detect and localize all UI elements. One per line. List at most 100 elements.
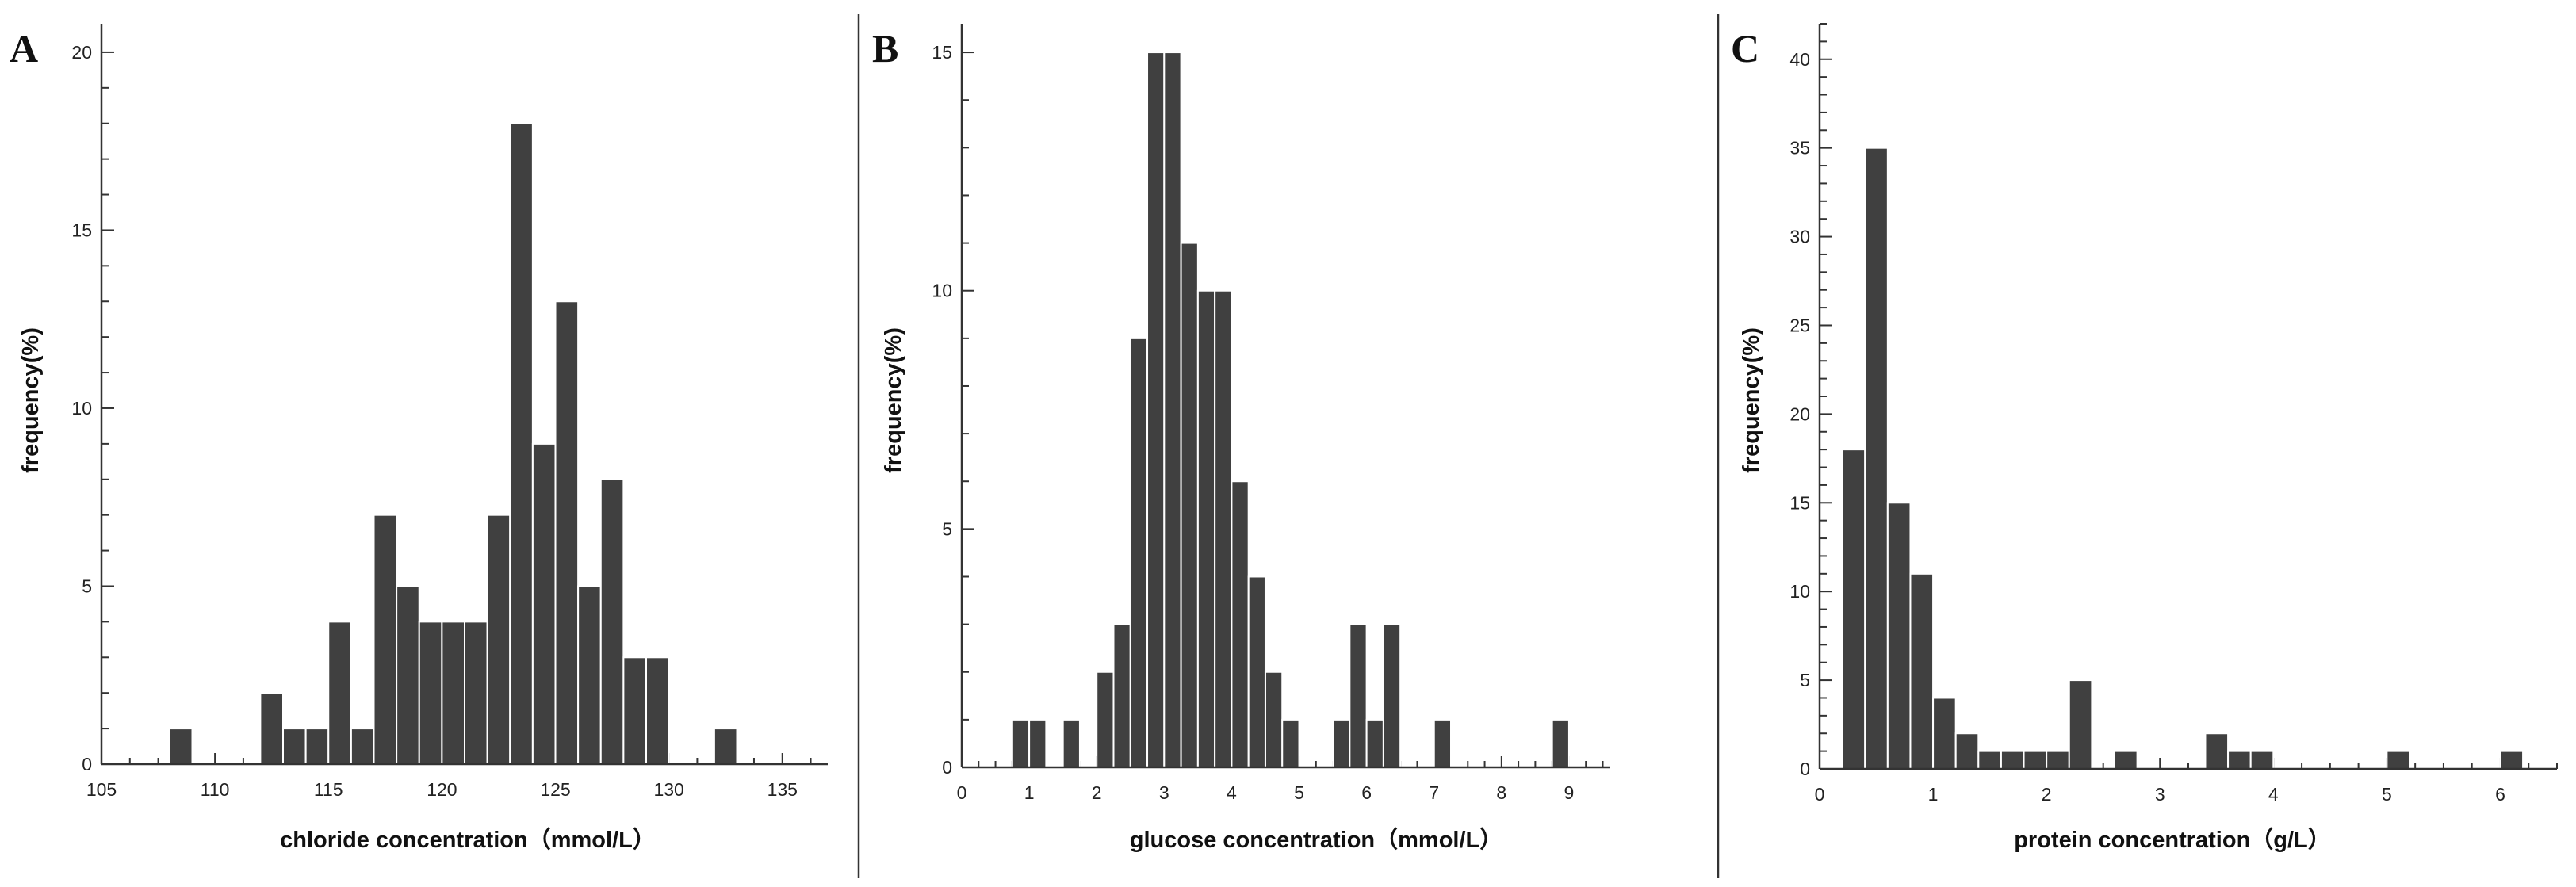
x-tick-label: 8	[1496, 782, 1506, 803]
histogram-bar	[2227, 750, 2252, 770]
histogram-bar	[1909, 572, 1935, 770]
y-tick-label: 10	[71, 398, 92, 419]
histogram-bar	[1028, 718, 1047, 768]
histogram-bar	[1382, 623, 1402, 768]
x-tick-label: 130	[653, 779, 683, 800]
y-axis-title: frequency(%)	[881, 327, 906, 473]
x-tick-label: 9	[1564, 782, 1575, 803]
histogram-bar	[486, 514, 511, 766]
histogram-bar	[2000, 750, 2025, 770]
y-axis-ticks: 0 5 10 15 20 25 30 35 40	[1789, 23, 1832, 779]
y-tick-label: 5	[942, 518, 952, 539]
x-axis-title: chloride concentration（mmol/L）	[280, 827, 656, 853]
histogram-bar	[531, 442, 557, 765]
x-tick-label: 105	[86, 779, 117, 800]
histogram-bar	[2249, 750, 2275, 770]
x-axis-title: protein concentration（g/L）	[2014, 827, 2331, 853]
histogram-bar	[1180, 242, 1199, 769]
histogram-bar	[259, 692, 284, 766]
y-tick-label: 20	[1789, 403, 1810, 424]
histogram-bar	[1551, 718, 1570, 768]
x-tick-label: 125	[540, 779, 570, 800]
histogram-bar	[509, 122, 534, 765]
bars	[1011, 52, 1570, 769]
histogram-bar	[577, 585, 602, 765]
panel-letter: A	[10, 26, 38, 71]
y-tick-label: 0	[942, 757, 952, 778]
histogram-bar	[1977, 750, 2002, 770]
histogram-bar	[1163, 52, 1182, 769]
y-tick-label: 15	[1789, 492, 1810, 513]
panel-b-glucose: B 0 5 10 15 0 1 2 3 4 5 6 7 8 9 glucose concentratio…	[872, 24, 1610, 853]
histogram-bar	[1332, 718, 1351, 768]
histogram-bar	[418, 621, 443, 766]
panel-letter: B	[872, 26, 898, 71]
histogram-bar	[1129, 337, 1149, 769]
panel-letter: C	[1731, 26, 1759, 71]
histogram-bar	[1112, 623, 1131, 768]
histogram-bar	[168, 728, 193, 765]
histogram-bar	[304, 728, 330, 765]
x-tick-label: 3	[2155, 784, 2165, 805]
histogram-bar	[1264, 671, 1284, 768]
x-tick-label: 2	[1092, 782, 1102, 803]
histogram-bar	[373, 514, 398, 766]
histogram-bar	[1062, 718, 1081, 768]
histogram-bar	[327, 621, 352, 766]
y-tick-label: 0	[1800, 759, 1810, 779]
histogram-bar	[622, 656, 647, 765]
x-tick-label: 3	[1159, 782, 1169, 803]
x-tick-label: 2	[2042, 784, 2052, 805]
panel-a-chloride: A 0 5 10 15 20 105 110 115 120 125 130 135 chlorid…	[10, 24, 828, 853]
histogram-bar	[1886, 502, 1912, 770]
histogram-bar	[2023, 750, 2048, 770]
y-tick-label: 10	[932, 281, 952, 301]
bars	[1841, 147, 2524, 770]
y-tick-label: 30	[1789, 227, 1810, 247]
bars	[168, 122, 738, 766]
histogram-bar	[1932, 697, 1957, 770]
histogram-bar	[1954, 732, 1980, 770]
histogram-bar	[2386, 750, 2410, 770]
x-tick-label: 135	[767, 779, 798, 800]
x-axis-title: glucose concentration（mmol/L）	[1130, 827, 1503, 853]
x-tick-label: 1	[1024, 782, 1035, 803]
y-tick-label: 15	[71, 220, 92, 240]
histogram-bar	[599, 478, 625, 765]
y-tick-label: 35	[1789, 138, 1810, 159]
histogram-bar	[1841, 449, 1866, 770]
histogram-bar	[1349, 623, 1368, 768]
histogram-bar	[1011, 718, 1031, 768]
x-tick-label: 0	[1815, 784, 1825, 805]
histogram-bar	[713, 728, 738, 765]
histogram-bar	[1096, 671, 1115, 768]
x-tick-label: 110	[201, 779, 230, 800]
histogram-bar	[2046, 750, 2070, 770]
y-tick-label: 5	[1800, 670, 1810, 690]
histogram-bar	[464, 621, 488, 766]
panel-c-protein: C 0 5 10 15 20 25 30 35 40 0 1 2 3 4 5 6 protein conce…	[1731, 23, 2558, 853]
x-tick-label: 6	[1361, 782, 1372, 803]
histogram-bar	[1433, 718, 1453, 768]
histogram-bar	[1146, 52, 1166, 769]
y-axis-ticks: 0 5 10 15	[932, 42, 974, 778]
y-axis-ticks: 0 5 10 15 20	[71, 42, 114, 774]
y-axis-title: frequency(%)	[18, 327, 44, 473]
histogram-bar	[645, 656, 670, 765]
histogram-bar	[554, 300, 580, 765]
x-tick-label: 4	[1227, 782, 1237, 803]
y-tick-label: 25	[1789, 315, 1810, 335]
histogram-bar	[350, 728, 375, 765]
histogram-bar	[2114, 750, 2138, 770]
x-tick-label: 0	[957, 782, 967, 803]
histogram-bar	[2499, 750, 2524, 770]
histogram-bar	[1196, 289, 1216, 768]
histogram-bar	[441, 621, 465, 766]
x-tick-label: 5	[2382, 784, 2392, 805]
y-tick-label: 15	[932, 42, 952, 63]
y-tick-label: 5	[82, 575, 92, 596]
histogram-bar	[1247, 575, 1266, 768]
histogram-bar	[2068, 679, 2093, 770]
y-tick-label: 20	[71, 42, 92, 63]
